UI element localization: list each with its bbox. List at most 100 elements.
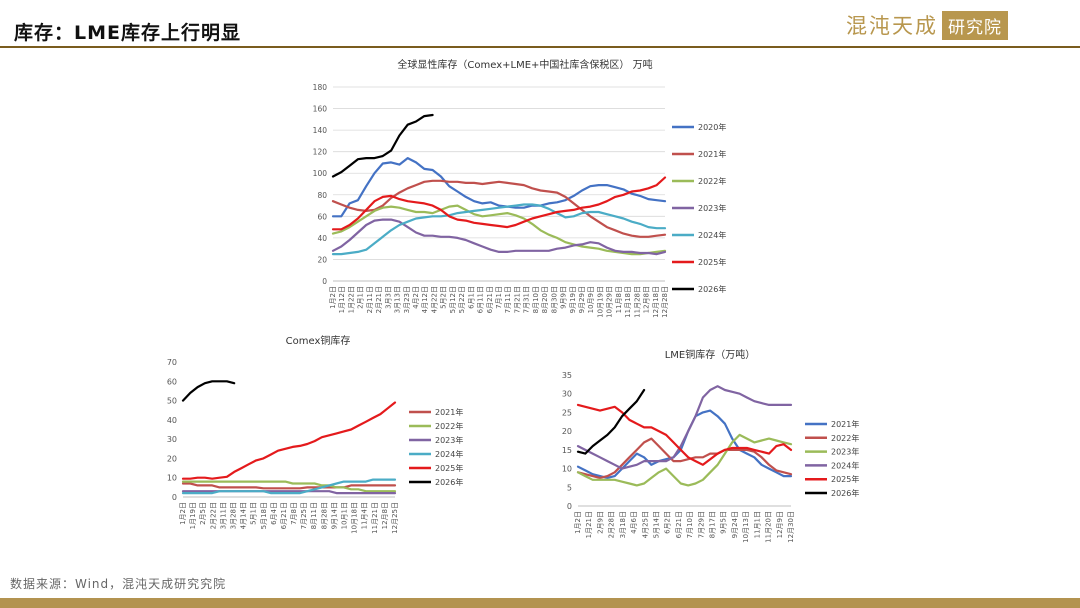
x-tick-label: 5月2日 [440,286,448,309]
x-tick-label: 9月5日 [720,511,728,534]
x-tick-label: 6月4日 [270,502,278,525]
x-tick-label: 8月20日 [541,286,549,313]
y-tick-label: 10 [167,474,177,483]
x-tick-label: 2月5日 [199,502,207,525]
x-tick-label: 5月14日 [652,511,660,538]
legend-label: 2022年 [831,433,859,443]
legend-label: 2023年 [831,447,859,457]
series-line-2022年 [576,437,793,479]
x-tick-label: 3月13日 [394,286,402,313]
x-tick-label: 9月14日 [330,502,338,529]
x-tick-label: 5月12日 [449,286,457,313]
x-tick-label: 11月8日 [615,286,623,313]
x-tick-label: 2月11日 [366,286,374,313]
x-tick-label: 12月8日 [381,502,389,529]
x-tick-label: 1月21日 [585,511,593,538]
x-tick-label: 4月25日 [641,511,649,538]
y-tick-label: 120 [313,148,328,157]
y-tick-label: 40 [167,416,177,425]
x-tick-label: 2月28日 [608,511,616,538]
x-tick-label: 8月10日 [532,286,540,313]
x-tick-label: 9月9日 [560,286,568,309]
x-tick-label: 8月11日 [310,502,318,529]
source-note: 数据来源：Wind，混沌天成研究究院 [10,577,227,591]
series-line-2021年 [331,179,667,238]
x-tick-label: 4月12日 [421,286,429,313]
x-tick-label: 8月30日 [550,286,558,313]
series-line-2025年 [181,401,397,480]
logo-box: 研究院 [942,10,1008,40]
x-tick-label: 7月10日 [686,511,694,538]
legend-label: 2021年 [831,419,859,429]
y-tick-label: 50 [167,397,177,406]
header-rule [0,46,1080,48]
x-tick-label: 6月21日 [675,511,683,538]
y-tick-label: 20 [562,427,572,436]
y-tick-label: 0 [172,493,177,502]
series-line-2026年 [181,380,236,402]
legend-label: 2021年 [698,149,726,159]
series-line-2024年 [331,203,667,256]
legend-label: 2025年 [698,257,726,267]
y-tick-label: 140 [313,126,328,135]
series-line-2021年 [181,482,397,490]
x-tick-label: 3月23日 [403,286,411,313]
chart-comex: Comex铜库存 0 10 20 30 40 50 60 70 1月2日 1月19日 2月5日 2月22… [167,334,464,534]
x-tick-label: 10月19日 [596,286,604,318]
x-tick-label: 5月22日 [458,286,466,313]
series-line-2025年 [331,176,667,231]
y-tick-label: 60 [167,377,177,386]
y-tick-label: 15 [562,446,572,455]
legend-label: 2024年 [435,449,463,459]
x-tick-label: 3月28日 [229,502,237,529]
y-tick-label: 10 [562,465,572,474]
x-tick-label: 6月2日 [664,511,672,534]
x-tick-label: 11月21日 [371,502,379,534]
x-tick-label: 10月9日 [587,286,595,313]
x-tick-label: 12月8日 [643,286,651,313]
x-tick-label: 6月21日 [280,502,288,529]
series-line-2023年 [576,433,793,487]
x-tick-label: 12月25日 [391,502,399,534]
x-tick-label: 4月22日 [430,286,438,313]
y-tick-label: 30 [167,435,177,444]
x-tick-label: 4月2日 [412,286,420,309]
x-tick-label: 9月19日 [569,286,577,313]
y-tick-label: 35 [562,371,572,380]
legend-label: 2024年 [831,460,859,470]
x-tick-label: 9月24日 [731,511,739,538]
x-tick-label: 7月29日 [697,511,705,538]
x-tick-label: 7月21日 [513,286,521,313]
x-tick-label: 3月11日 [219,502,227,529]
x-tick-label: 1月2日 [179,502,187,525]
legend-label: 2026年 [435,477,463,487]
x-tick-label: 12月28日 [661,286,669,318]
x-tick-label: 10月29日 [606,286,614,318]
x-tick-label: 1月19日 [189,502,197,529]
x-tick-label: 4月14日 [240,502,248,529]
x-tick-label: 6月21日 [486,286,494,313]
logo-text: 混沌天成 [846,14,938,38]
x-tick-label: 3月3日 [384,286,392,309]
x-tick-label: 3月18日 [619,511,627,538]
series-line-2026年 [331,113,434,178]
x-tick-label: 1月2日 [574,511,582,534]
x-tick-label: 11月1日 [753,511,761,538]
y-tick-label: 160 [313,105,328,114]
x-tick-label: 7月8日 [290,502,298,525]
x-tick-label: 7月31日 [523,286,531,313]
series-line-2024年 [181,478,397,495]
legend-label: 2022年 [698,176,726,186]
x-tick-label: 11月28日 [633,286,641,318]
x-tick-label: 5月1日 [250,502,258,525]
footer-bar [0,598,1080,608]
x-tick-label: 9月29日 [578,286,586,313]
legend-label: 2022年 [435,421,463,431]
x-tick-label: 8月17日 [709,511,717,538]
y-tick-label: 20 [317,255,327,264]
series-line-2026年 [576,388,646,455]
x-tick-label: 10月1日 [341,502,349,529]
x-tick-label: 7月11日 [504,286,512,313]
legend-label: 2023年 [435,435,463,445]
y-tick-label: 0 [567,502,572,511]
